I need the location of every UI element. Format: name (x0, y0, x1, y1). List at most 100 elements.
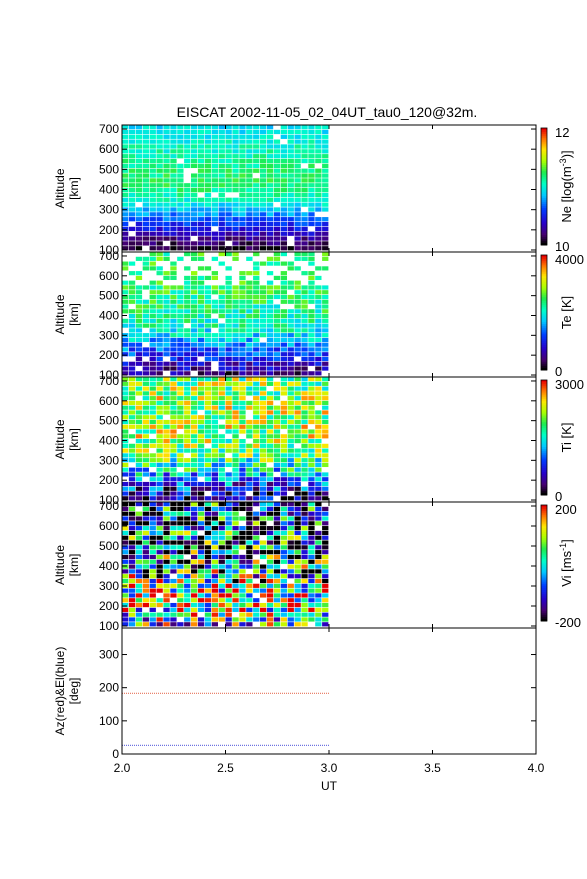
heatmap-cell (260, 371, 267, 376)
heatmap-cell (197, 535, 205, 540)
heatmap-cell (197, 290, 205, 295)
heatmap-cell (239, 144, 246, 149)
heatmap-cell (280, 271, 287, 276)
heatmap-cell (253, 453, 260, 458)
heatmap-cell (301, 337, 308, 343)
heatmap-cell (260, 405, 267, 410)
heatmap-cell (246, 588, 253, 593)
heatmap-cell (156, 337, 163, 343)
heatmap-cell (225, 569, 232, 574)
heatmap-cell (253, 323, 260, 328)
heatmap-cell (266, 212, 274, 217)
heatmap-cell (232, 448, 239, 453)
heatmap-cell (191, 299, 198, 304)
heatmap-cell (273, 356, 281, 362)
heatmap-cell (266, 347, 274, 352)
colorbar-swatch (541, 318, 547, 321)
heatmap-cell (197, 337, 205, 343)
heatmap-cell (301, 149, 308, 154)
heatmap-cell (191, 569, 198, 574)
heatmap-cell (204, 588, 212, 593)
heatmap-cell (197, 149, 205, 154)
colorbar-swatch (541, 281, 547, 285)
heatmap-cell (322, 377, 329, 382)
heatmap-cell (322, 400, 329, 406)
heatmap-cell (156, 221, 163, 227)
heatmap-cell (122, 588, 129, 593)
heatmap-cell (163, 400, 170, 406)
heatmap-cell (225, 275, 232, 281)
heatmap-cell (184, 486, 191, 491)
heatmap-cell (191, 535, 198, 540)
heatmap-cell (177, 415, 184, 420)
heatmap-cell (280, 168, 287, 173)
heatmap-cell (294, 299, 301, 304)
y-axis-label: Altitude[km] (53, 545, 81, 585)
heatmap-cell (163, 486, 170, 491)
heatmap-cell (253, 617, 260, 622)
heatmap-cell (177, 550, 184, 555)
heatmap-cell (163, 607, 170, 612)
heatmap-cell (308, 144, 315, 149)
heatmap-cell (315, 323, 322, 328)
heatmap-cell (315, 144, 322, 149)
heatmap-cell (177, 545, 184, 550)
heatmap-cell (225, 290, 232, 295)
heatmap-cell (308, 593, 315, 598)
heatmap-cell (246, 617, 253, 622)
heatmap-cell (315, 125, 322, 130)
heatmap-cell (225, 377, 232, 382)
heatmap-cell (135, 486, 143, 491)
heatmap-cell (177, 535, 184, 540)
heatmap-cell (322, 361, 329, 366)
heatmap-cell (322, 607, 329, 612)
heatmap-cell (170, 168, 177, 173)
colorbar-swatch (541, 403, 547, 406)
heatmap-cell (135, 607, 143, 612)
heatmap-cell (301, 472, 308, 477)
heatmap-cell (294, 361, 301, 366)
heatmap-cell (253, 202, 260, 207)
heatmap-cell (239, 173, 246, 178)
colorbar-swatch (541, 221, 547, 225)
heatmap-cell (322, 617, 329, 622)
heatmap-cell (308, 502, 315, 507)
heatmap-cell (149, 516, 156, 521)
colorbar-swatch (541, 223, 547, 226)
heatmap-cell (315, 467, 322, 472)
heatmap-cell (218, 168, 225, 173)
heatmap-cell (225, 511, 232, 516)
heatmap-cell (260, 231, 267, 236)
heatmap-cell (204, 516, 212, 521)
heatmap-cell (204, 139, 212, 144)
heatmap-cell (204, 323, 212, 328)
heatmap-cell (232, 458, 239, 463)
heatmap-cell (266, 207, 274, 212)
heatmap-cell (163, 318, 170, 323)
heatmap-cell (322, 241, 329, 246)
heatmap-cell (197, 236, 205, 241)
heatmap-cell (204, 192, 212, 198)
heatmap-cell (232, 361, 239, 366)
heatmap-cell (246, 448, 253, 453)
y-tick-label: 0 (112, 747, 119, 761)
heatmap-cell (149, 149, 156, 154)
heatmap-cell (225, 347, 232, 352)
heatmap-cell (149, 342, 156, 347)
heatmap-cell (253, 314, 260, 319)
heatmap-cell (204, 144, 212, 149)
heatmap-cell (184, 158, 191, 164)
heatmap-cell (280, 246, 287, 251)
colorbar-swatch (541, 431, 547, 435)
heatmap-cell (294, 424, 301, 429)
heatmap-cell (239, 472, 246, 477)
colorbar-swatch (541, 514, 547, 518)
heatmap-cell (135, 328, 143, 333)
heatmap-cell (191, 545, 198, 550)
heatmap-cell (122, 598, 129, 603)
heatmap-cell (308, 371, 315, 376)
heatmap-cell (191, 361, 198, 366)
heatmap-cell (308, 129, 315, 135)
heatmap-cell (204, 241, 212, 246)
heatmap-cell (135, 158, 143, 164)
